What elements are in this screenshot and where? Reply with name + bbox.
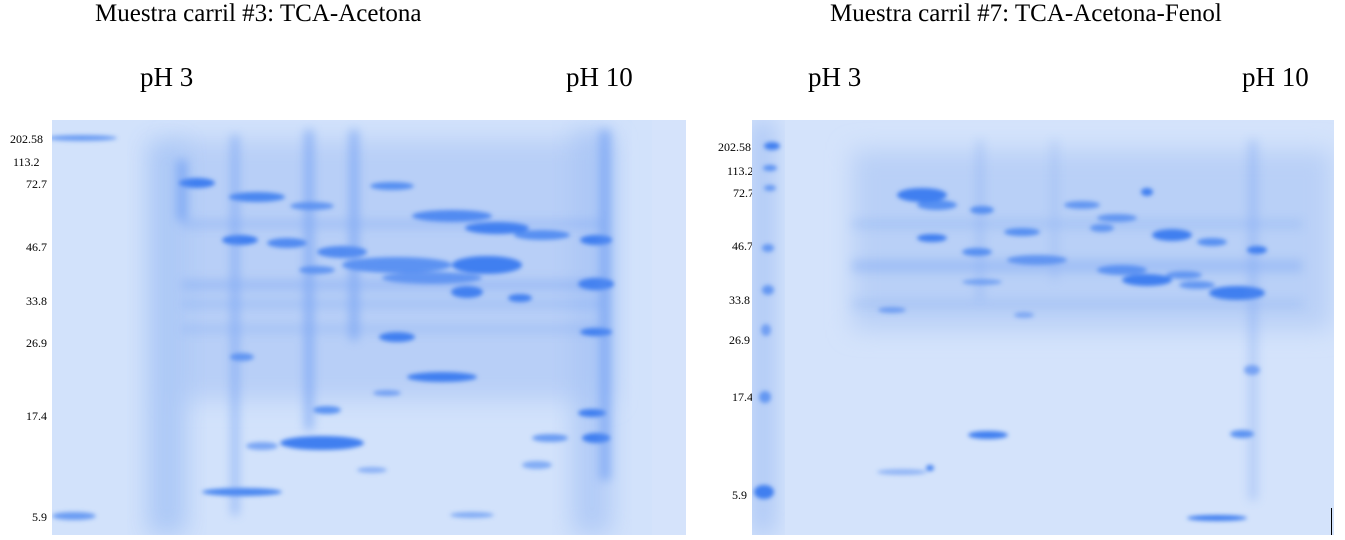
panel1-mw-marker: 17.4 [26,409,47,423]
panel2-mw-marker: 33.8 [729,293,750,307]
panel2-edge-line [1331,508,1332,535]
panel1-mw-marker: 202.58 [10,132,43,146]
panel1-mw-marker: 72.7 [26,177,47,191]
panel2-mw-marker: 46.7 [732,239,753,253]
panel1-mw-marker: 113.2 [13,155,40,169]
gel-image-panel1 [52,120,686,535]
panel2-mw-marker: 113.2 [727,164,754,178]
panel2-mw-marker: 202.58 [718,140,751,154]
panel2-mw-marker: 5.9 [732,488,747,502]
panel1-ph-right-label: pH 10 [566,62,633,92]
panel1-mw-marker: 5.9 [32,510,47,524]
panel1-mw-marker: 26.9 [26,336,47,350]
panel2-title: Muestra carril #7: TCA-Acetona-Fenol [830,0,1222,27]
panel2-mw-marker: 26.9 [729,333,750,347]
panel2-mw-marker: 17.4 [732,390,753,404]
panel2-ph-left-label: pH 3 [808,62,862,92]
panel1-mw-marker: 46.7 [26,240,47,254]
panel1-ph-left-label: pH 3 [140,62,194,92]
panel2-mw-marker: 72.7 [733,186,754,200]
gel-image-panel2 [752,120,1334,535]
panel2-ph-right-label: pH 10 [1242,62,1309,92]
panel1-title: Muestra carril #3: TCA-Acetona [95,0,422,27]
panel1-mw-marker: 33.8 [26,294,47,308]
